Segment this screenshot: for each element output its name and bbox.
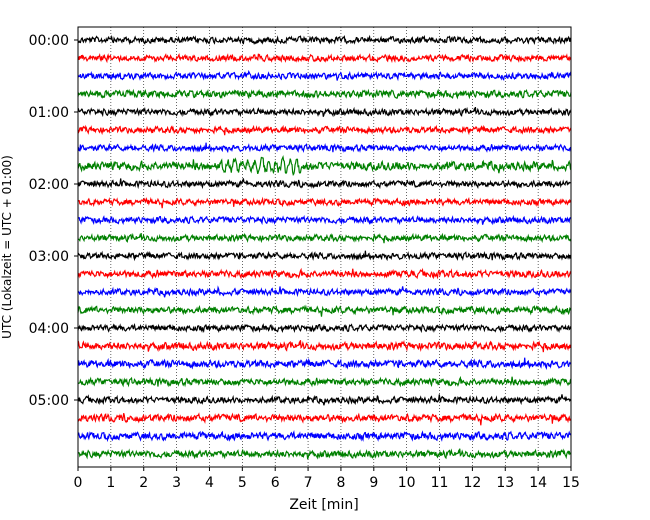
x-tick-label: 14 — [529, 475, 547, 491]
trace-0030 — [77, 69, 572, 82]
x-tick-label: 5 — [238, 475, 247, 491]
trace-0530 — [77, 430, 572, 443]
x-tick-label: 9 — [369, 475, 378, 491]
y-tick-label: 00:00 — [29, 33, 69, 49]
x-tick-label: 3 — [172, 475, 181, 491]
y-tick-label: 04:00 — [29, 321, 69, 337]
trace-0515 — [77, 412, 572, 426]
trace-0345 — [77, 304, 572, 317]
y-axis-label: UTC (Lokalzeit = UTC + 01:00) — [0, 155, 14, 339]
trace-0000 — [77, 34, 572, 46]
trace-0015 — [77, 52, 572, 64]
x-tick-label: 2 — [139, 475, 148, 491]
y-tick-label: 05:00 — [29, 393, 69, 409]
trace-0315 — [77, 267, 572, 280]
trace-0130 — [77, 142, 572, 154]
x-tick-label: 13 — [496, 475, 514, 491]
trace-lines — [77, 34, 572, 460]
trace-0445 — [77, 375, 572, 388]
x-tick-label: 4 — [205, 475, 214, 491]
trace-0545 — [77, 448, 572, 460]
x-tick-label: 7 — [304, 475, 313, 491]
x-axis-ticks: 0 1 2 3 4 5 6 7 8 9 10 11 12 13 14 15 — [74, 467, 580, 491]
x-tick-label: 8 — [336, 475, 345, 491]
trace-0145 — [77, 155, 572, 177]
trace-0415 — [77, 339, 572, 353]
x-gridlines — [110, 27, 539, 467]
x-tick-label: 0 — [74, 475, 83, 491]
trace-0215 — [77, 196, 572, 209]
y-tick-label: 02:00 — [29, 177, 69, 193]
x-tick-label: 12 — [463, 475, 481, 491]
trace-0100 — [77, 106, 572, 118]
x-tick-label: 15 — [562, 475, 580, 491]
x-tick-label: 6 — [271, 475, 280, 491]
trace-0500 — [77, 394, 572, 406]
y-tick-label: 01:00 — [29, 105, 69, 121]
trace-0300 — [77, 250, 572, 262]
trace-0430 — [77, 357, 572, 370]
trace-0045 — [77, 88, 572, 100]
x-axis-label: Zeit [min] — [289, 497, 358, 513]
plot-frame — [77, 26, 572, 468]
trace-0230 — [77, 214, 572, 226]
trace-0330 — [77, 285, 572, 298]
trace-0245 — [77, 232, 572, 244]
x-tick-label: 10 — [398, 475, 416, 491]
trace-0200 — [77, 178, 572, 190]
trace-0115 — [77, 124, 572, 136]
x-tick-label: 11 — [431, 475, 449, 491]
y-axis-ticks: 00:00 01:00 02:00 03:00 04:00 05:00 — [29, 33, 78, 409]
y-tick-label: 03:00 — [29, 249, 69, 265]
x-tick-label: 1 — [106, 475, 115, 491]
trace-0400 — [77, 322, 572, 334]
